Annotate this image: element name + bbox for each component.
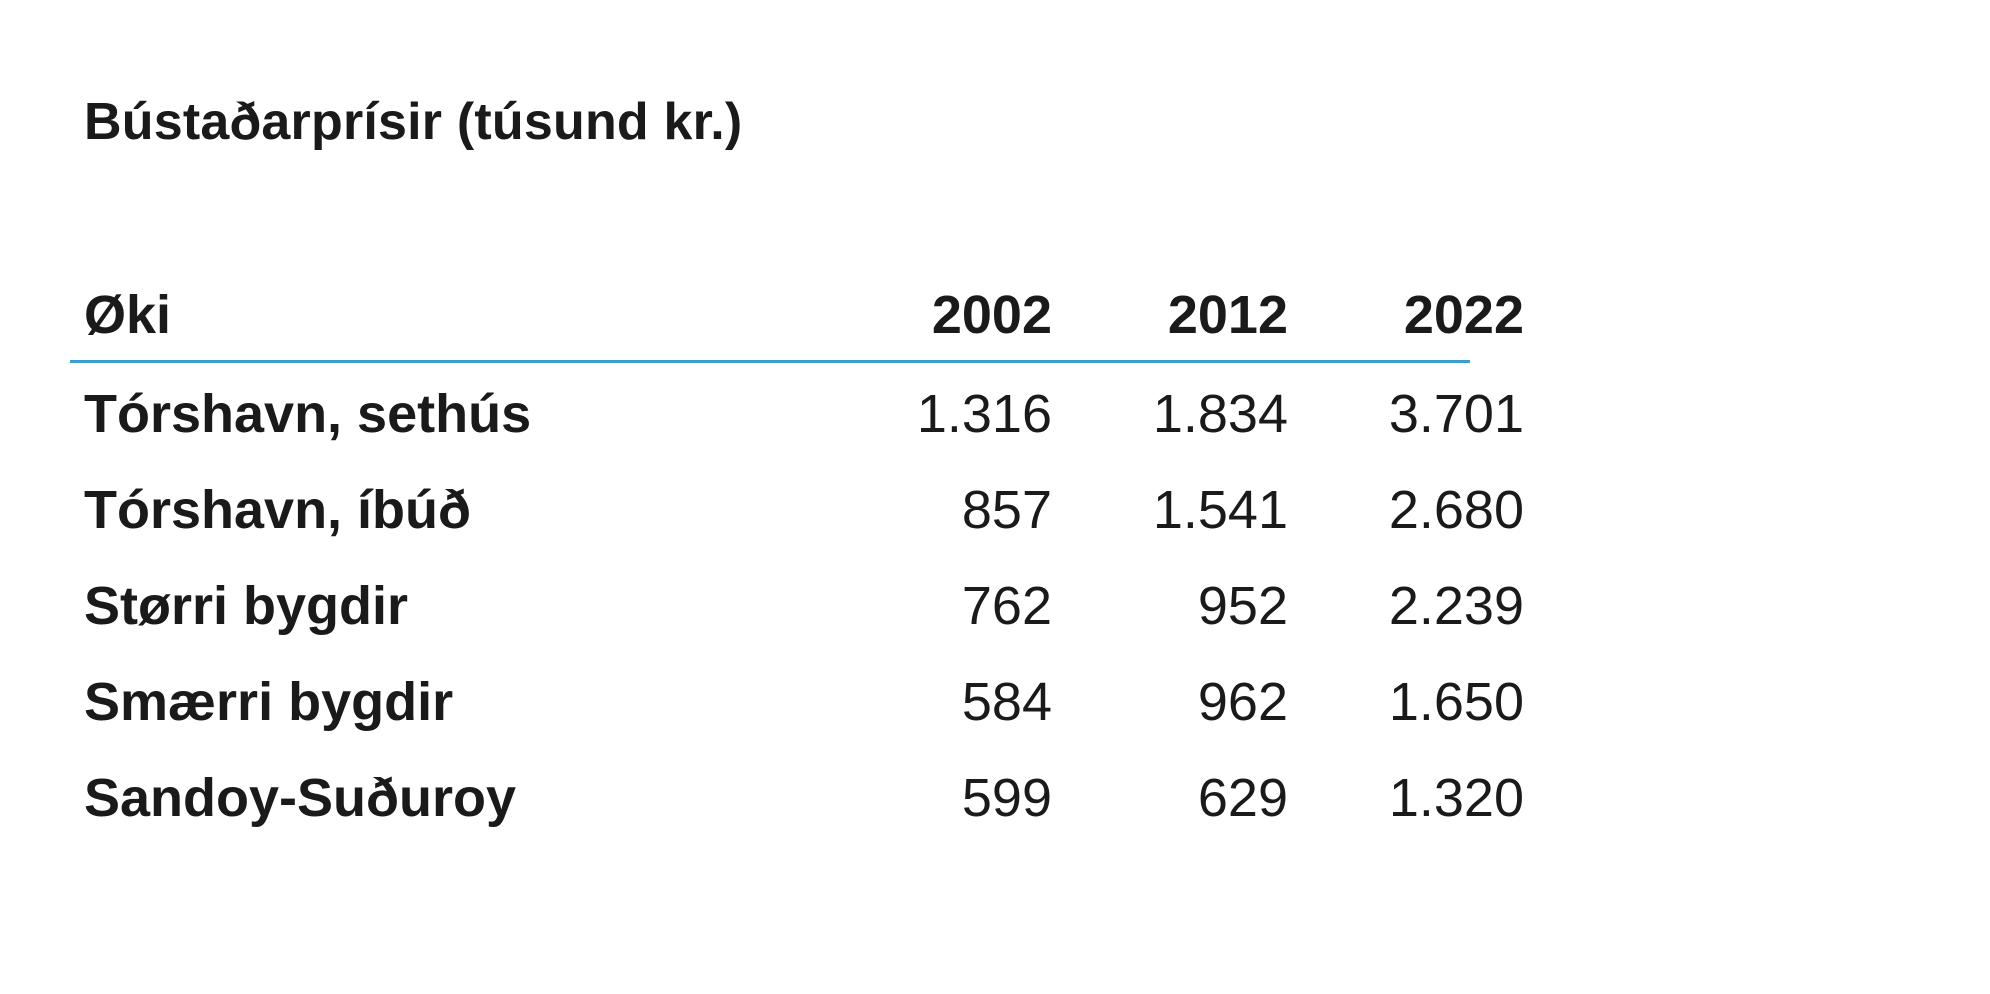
cell-value: 3.701 <box>1388 384 1524 444</box>
row-label: Tórshavn, sethús <box>84 384 532 444</box>
cell-value: 1.541 <box>1152 480 1288 540</box>
cell-value: 1.320 <box>1388 768 1524 828</box>
column-header-2022: 2022 <box>1403 285 1524 345</box>
row-label: Størri bygdir <box>84 576 409 636</box>
column-header-2002: 2002 <box>931 285 1052 345</box>
column-header-2012: 2012 <box>1167 285 1288 345</box>
table-row: Tórshavn, sethús 1.316 1.834 3.701 <box>70 366 1524 462</box>
table-row: Størri bygdir 762 952 2.239 <box>70 558 1524 654</box>
cell-value: 1.834 <box>1152 384 1288 444</box>
cell-value: 1.316 <box>916 384 1052 444</box>
column-header-region: Øki <box>84 285 172 345</box>
cell-value: 2.680 <box>1388 480 1524 540</box>
row-label: Sandoy-Suðuroy <box>84 768 517 828</box>
cell-value: 857 <box>961 480 1052 540</box>
cell-value: 2.239 <box>1388 576 1524 636</box>
header-divider <box>70 360 1470 363</box>
table-row: Tórshavn, íbúð 857 1.541 2.680 <box>70 462 1524 558</box>
row-label: Smærri bygdir <box>84 672 454 732</box>
table-row: Sandoy-Suðuroy 599 629 1.320 <box>70 750 1524 846</box>
cell-value: 599 <box>961 768 1052 828</box>
cell-value: 952 <box>1197 576 1288 636</box>
cell-value: 584 <box>961 672 1052 732</box>
price-table: Øki 2002 2012 2022 Tórshavn, sethús 1.31… <box>70 270 1524 828</box>
cell-value: 629 <box>1197 768 1288 828</box>
row-label: Tórshavn, íbúð <box>84 480 472 540</box>
cell-value: 962 <box>1197 672 1288 732</box>
cell-value: 1.650 <box>1388 672 1524 732</box>
table-row: Smærri bygdir 584 962 1.650 <box>70 654 1524 750</box>
cell-value: 762 <box>961 576 1052 636</box>
table-header-row: Øki 2002 2012 2022 <box>70 270 1524 360</box>
chart-title: Bústaðarprísir (túsund kr.) <box>84 93 743 151</box>
